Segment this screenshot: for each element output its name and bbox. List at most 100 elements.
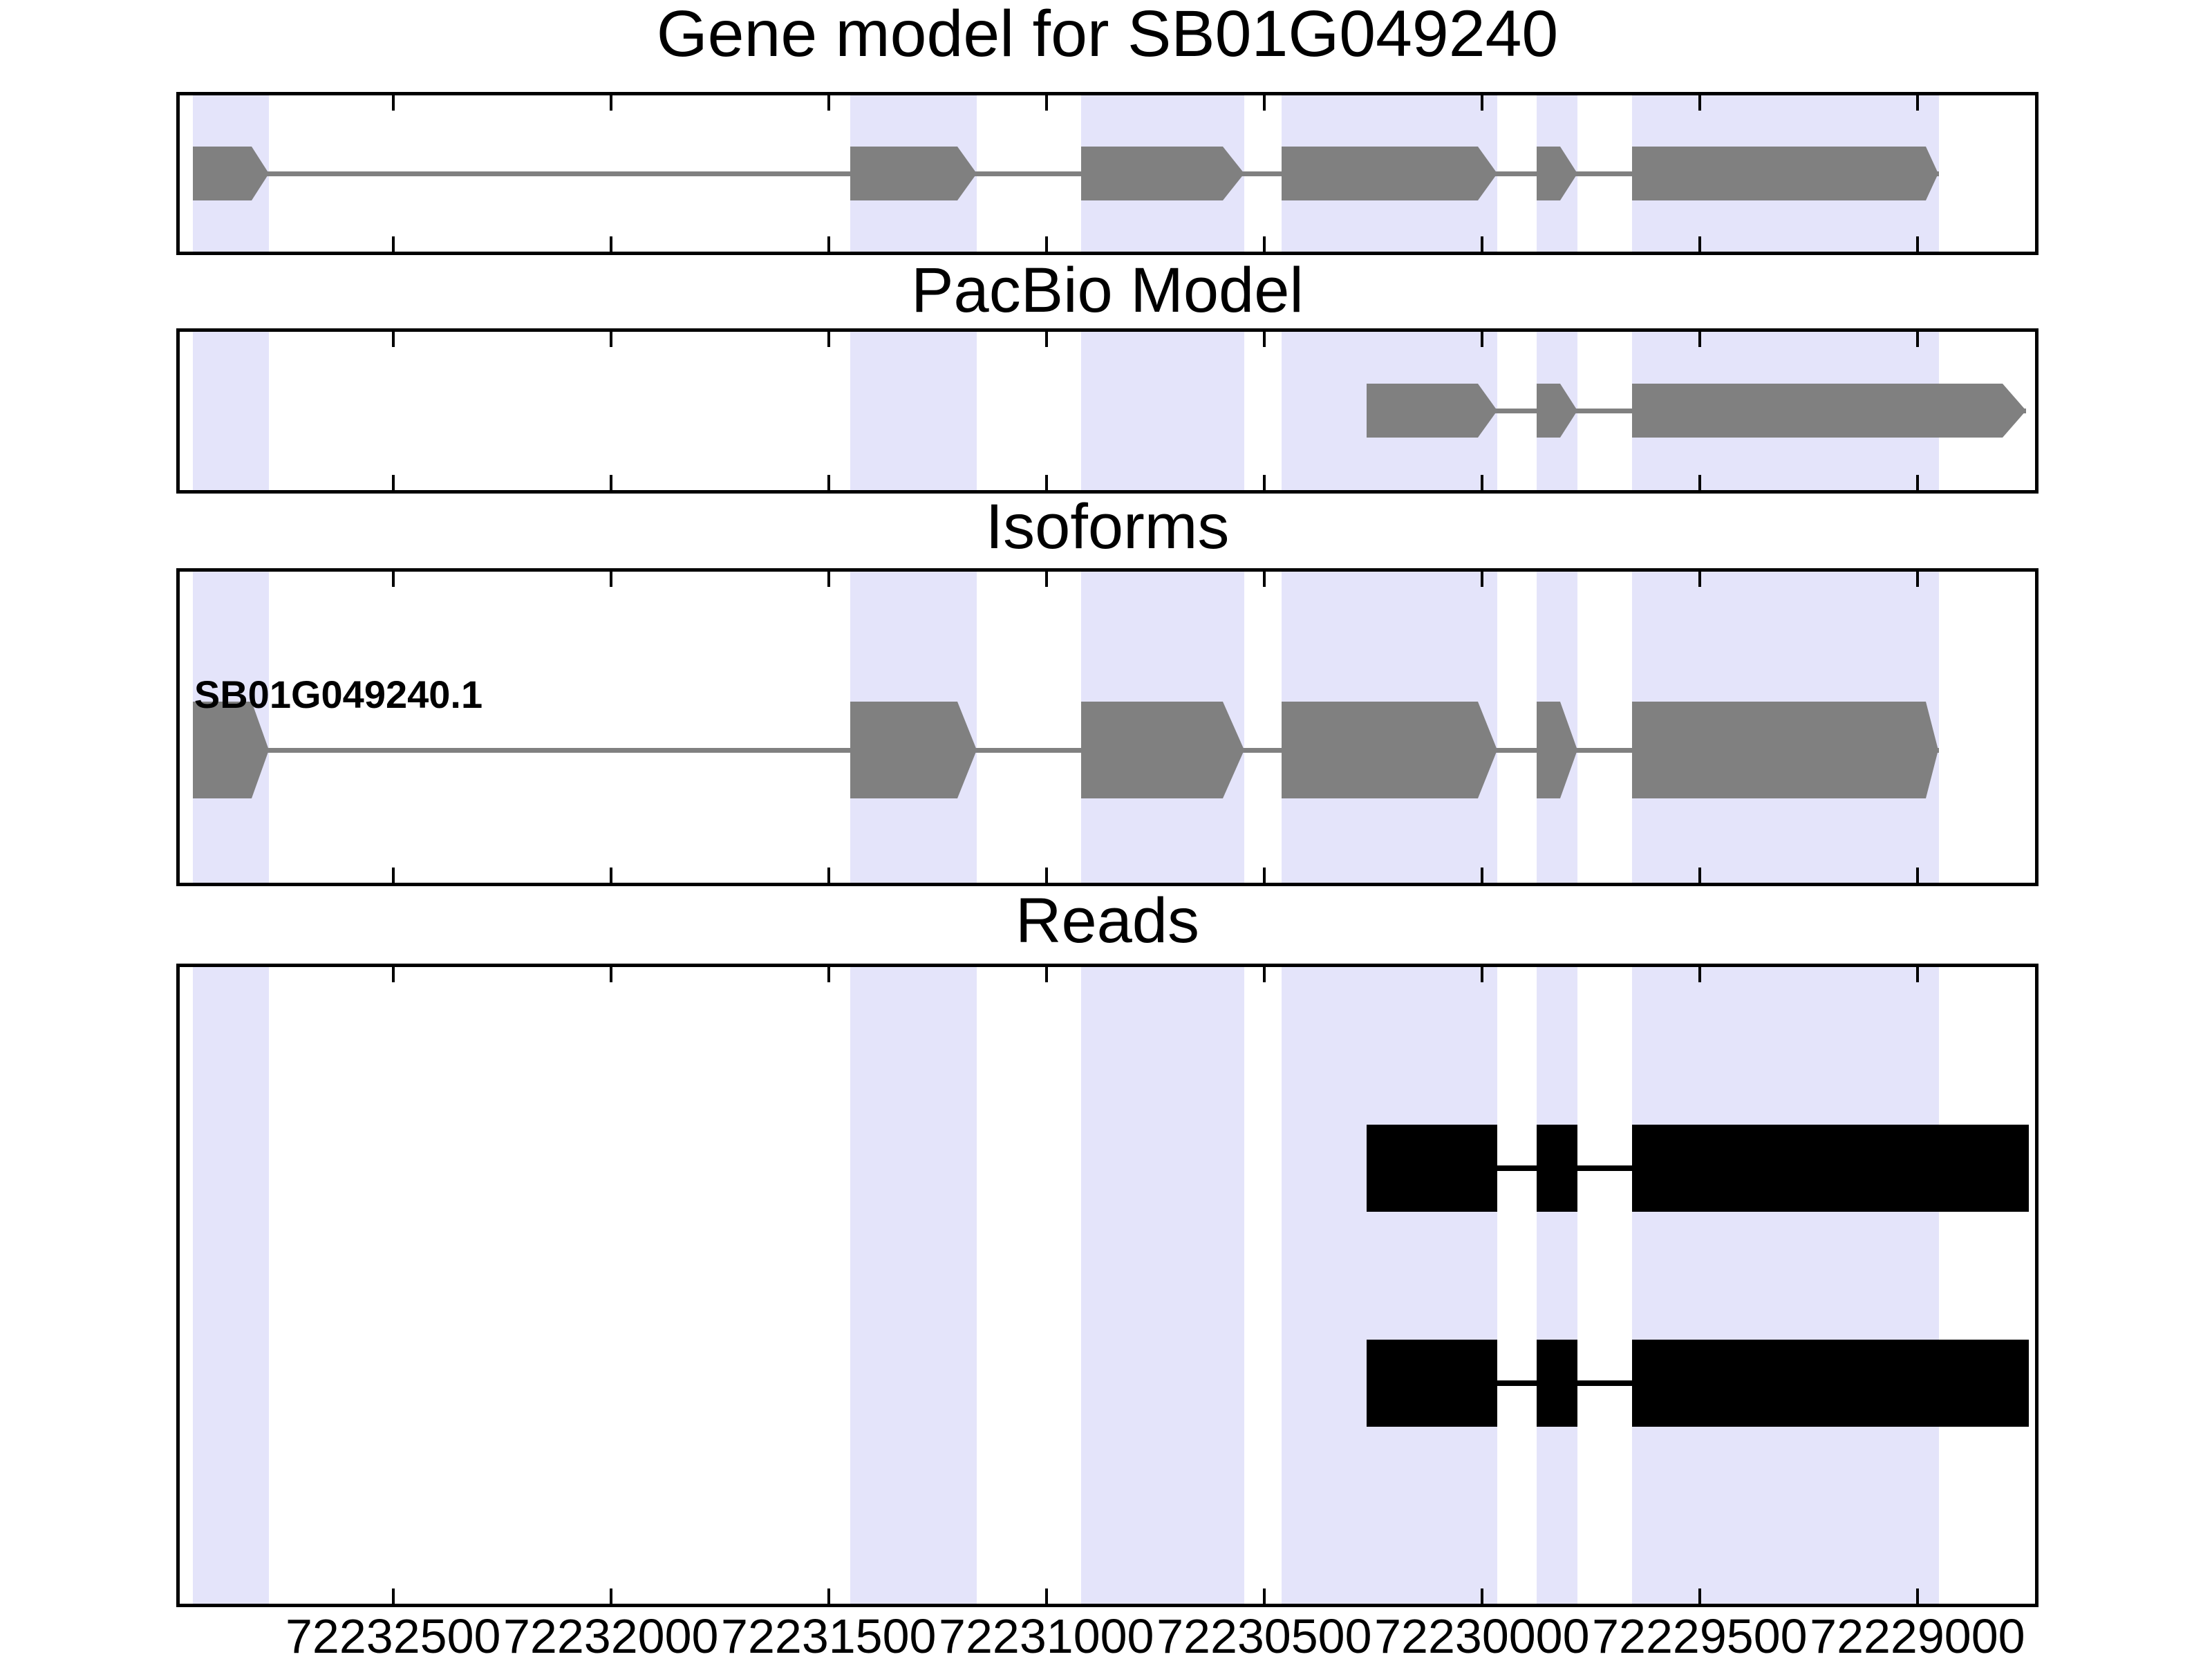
axis-tick: [1262, 475, 1266, 490]
axis-tick: [391, 967, 395, 982]
exon-arrow-tip: [1560, 147, 1578, 200]
exon-arrow-tip: [1222, 147, 1244, 200]
exon-block: [1081, 147, 1223, 200]
exon-block: [192, 702, 252, 798]
axis-tick: [1044, 236, 1048, 252]
axis-tick: [609, 572, 612, 587]
exon-block: [1632, 702, 1927, 798]
exon-arrow-tip: [1477, 702, 1497, 798]
x-tick-label: 72230500: [1156, 1609, 1372, 1659]
isoforms-panel: SB01G049240.1: [176, 568, 2038, 886]
axis-tick: [1044, 95, 1048, 111]
axis-tick: [1698, 1588, 1701, 1604]
axis-tick: [1698, 868, 1701, 883]
exon-arrow-tip: [1560, 702, 1578, 798]
read-block: [1632, 1340, 2029, 1427]
x-tick-label: 72232500: [285, 1609, 501, 1659]
exon-highlight-band: [192, 332, 270, 490]
axis-tick: [1480, 95, 1483, 111]
axis-tick: [827, 572, 830, 587]
axis-tick: [1480, 332, 1483, 347]
exon-arrow-tip: [1222, 702, 1244, 798]
exon-block: [1282, 147, 1478, 200]
axis-tick: [1480, 1588, 1483, 1604]
axis-tick: [1044, 1588, 1048, 1604]
reads-title: Reads: [1015, 885, 1199, 956]
read-block: [1536, 1125, 1578, 1212]
axis-tick: [609, 236, 612, 252]
axis-tick: [1915, 1588, 1919, 1604]
axis-tick: [1915, 332, 1919, 347]
exon-arrow-tip: [251, 147, 269, 200]
axis-tick: [1915, 572, 1919, 587]
axis-tick: [1044, 572, 1048, 587]
read-block: [1366, 1340, 1497, 1427]
x-tick-label: 72229500: [1592, 1609, 1808, 1659]
exon-arrow-tip: [957, 147, 977, 200]
x-tick-label: 72231000: [939, 1609, 1154, 1659]
axis-tick: [1915, 95, 1919, 111]
axis-tick: [1915, 967, 1919, 982]
exon-highlight-band: [850, 332, 977, 490]
axis-tick: [1262, 236, 1266, 252]
axis-tick: [1262, 572, 1266, 587]
axis-tick: [391, 572, 395, 587]
isoform-label: SB01G049240.1: [194, 673, 483, 716]
exon-block: [850, 702, 957, 798]
x-tick-label: 72232000: [503, 1609, 719, 1659]
exon-block: [1536, 147, 1561, 200]
x-tick-label: 72231500: [721, 1609, 937, 1659]
axis-tick: [1262, 95, 1266, 111]
exon-highlight-band: [1282, 967, 1497, 1604]
isoforms-title: Isoforms: [985, 491, 1230, 562]
exon-highlight-band: [1632, 967, 1940, 1604]
gene-model-title: Gene model for SB01G049240: [656, 0, 1559, 71]
axis-tick: [1480, 236, 1483, 252]
exon-arrow-tip: [1926, 147, 1939, 200]
axis-tick: [609, 1588, 612, 1604]
gene-model-panel: [176, 92, 2038, 255]
exon-arrow-tip: [2002, 384, 2026, 438]
axis-tick: [391, 1588, 395, 1604]
axis-tick: [1698, 332, 1701, 347]
exon-block: [1282, 702, 1478, 798]
x-tick-label: 72230000: [1374, 1609, 1590, 1659]
x-tick-label: 72229000: [1810, 1609, 2025, 1659]
axis-tick: [1915, 475, 1919, 490]
exon-block: [192, 147, 252, 200]
axis-tick: [1698, 236, 1701, 252]
axis-tick: [391, 95, 395, 111]
exon-highlight-band: [1081, 332, 1245, 490]
axis-tick: [1480, 868, 1483, 883]
axis-tick: [1044, 967, 1048, 982]
exon-block: [1536, 384, 1561, 438]
axis-tick: [1480, 475, 1483, 490]
axis-tick: [391, 868, 395, 883]
exon-arrow-tip: [957, 702, 977, 798]
axis-tick: [827, 332, 830, 347]
exon-block: [1632, 147, 1927, 200]
axis-tick: [1698, 572, 1701, 587]
axis-tick: [827, 868, 830, 883]
axis-tick: [1698, 967, 1701, 982]
axis-tick: [1262, 868, 1266, 883]
axis-tick: [391, 332, 395, 347]
exon-arrow-tip: [251, 702, 269, 798]
exon-highlight-band: [1536, 967, 1578, 1604]
read-block: [1536, 1340, 1578, 1427]
axis-tick: [1262, 967, 1266, 982]
exon-arrow-tip: [1477, 384, 1497, 438]
axis-tick: [1915, 236, 1919, 252]
axis-tick: [609, 967, 612, 982]
pacbio-model-title: PacBio Model: [911, 255, 1304, 326]
axis-tick: [1698, 475, 1701, 490]
axis-tick: [1480, 967, 1483, 982]
axis-tick: [1044, 475, 1048, 490]
axis-tick: [609, 95, 612, 111]
axis-tick: [827, 1588, 830, 1604]
exon-block: [1536, 702, 1561, 798]
axis-tick: [827, 967, 830, 982]
axis-tick: [1480, 572, 1483, 587]
axis-tick: [609, 868, 612, 883]
